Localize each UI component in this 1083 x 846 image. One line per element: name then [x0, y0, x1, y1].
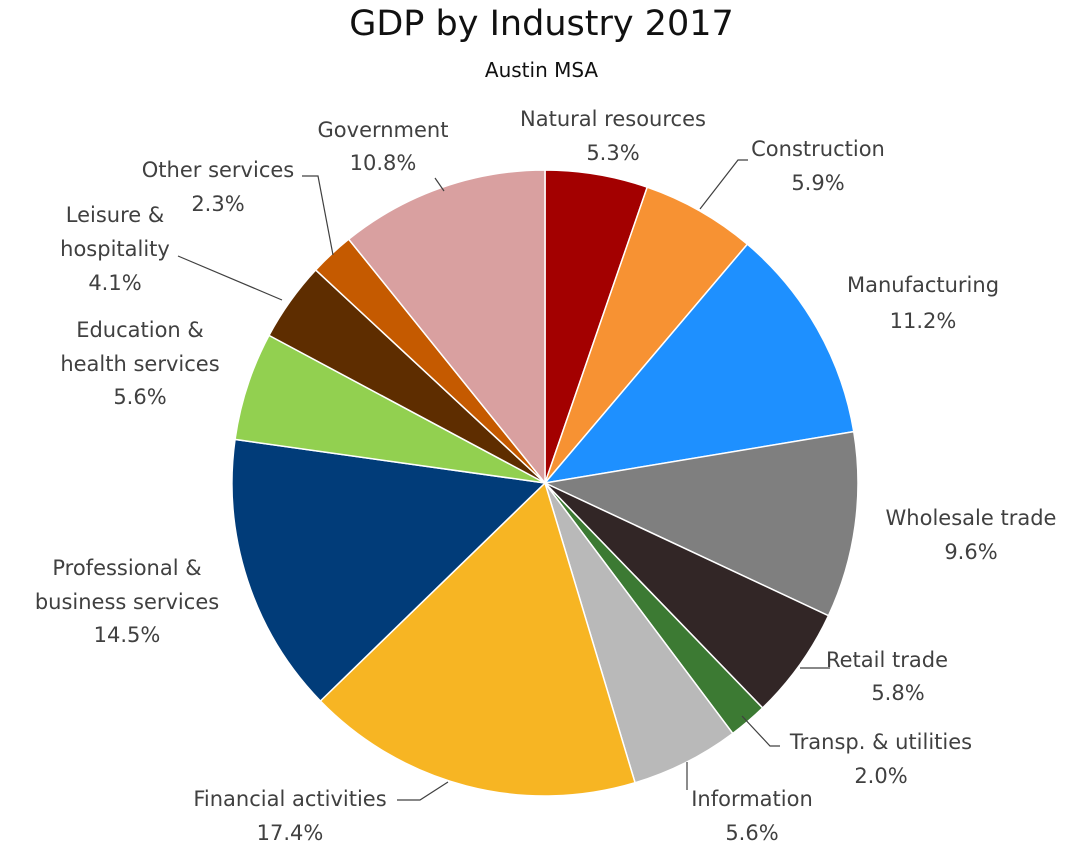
pie-slice-manufacturing — [543, 243, 855, 485]
slice-label-information: Information — [691, 787, 813, 811]
leader-line-transp-utilities — [741, 715, 780, 747]
pie-slice-wholesale-trade — [542, 430, 859, 617]
slice-value-education-health-services: 5.6% — [113, 385, 166, 409]
slice-label-wholesale-trade: Wholesale trade — [886, 506, 1057, 530]
slice-label-natural-resources: Natural resources — [520, 107, 706, 131]
leader-line-construction — [699, 159, 748, 210]
slice-value-manufacturing: 11.2% — [890, 309, 957, 333]
slice-value-natural-resources: 5.3% — [586, 141, 639, 165]
leader-line-leisure-hospitality — [177, 255, 283, 301]
slice-value-transp-utilities: 2.0% — [854, 764, 907, 788]
slice-value-leisure-hospitality: 4.1% — [88, 271, 141, 295]
slice-label-retail-trade: Retail trade — [826, 648, 948, 672]
pie-slice-professional-business-services — [231, 438, 547, 703]
slice-label-construction: Construction — [751, 137, 885, 161]
slice-label-professional-business-services: Professional & business services — [35, 556, 219, 614]
leader-lines — [177, 159, 830, 801]
slice-value-other-services: 2.3% — [191, 192, 244, 216]
chart-title: GDP by Industry 2017 — [349, 4, 734, 44]
chart-subtitle: Austin MSA — [484, 58, 599, 82]
pie-slice-government — [347, 169, 546, 486]
slice-value-government: 10.8% — [350, 151, 417, 175]
pie-slices — [231, 169, 859, 797]
slice-label-education-health-services: Education & health services — [60, 318, 219, 376]
slice-value-retail-trade: 5.8% — [871, 681, 924, 705]
slice-label-transp-utilities: Transp. & utilities — [789, 730, 972, 754]
pie-slice-financial-activities — [319, 481, 637, 797]
slice-labels: Natural resources 5.3% Construction 5.9% Man… — [35, 107, 1057, 845]
slice-label-other-services: Other services — [142, 158, 294, 182]
leader-line-government — [434, 177, 445, 192]
slice-label-government: Government — [318, 118, 449, 142]
leader-line-financial-activities — [397, 781, 449, 801]
leader-line-other-services — [302, 175, 334, 256]
slice-label-financial-activities: Financial activities — [193, 787, 386, 811]
slice-value-wholesale-trade: 9.6% — [944, 540, 997, 564]
slice-label-leisure-hospitality: Leisure & hospitality — [60, 203, 170, 261]
slice-label-manufacturing: Manufacturing — [847, 273, 999, 297]
slice-value-professional-business-services: 14.5% — [94, 623, 161, 647]
slice-value-financial-activities: 17.4% — [257, 821, 324, 845]
slice-value-construction: 5.9% — [791, 171, 844, 195]
slice-value-information: 5.6% — [725, 821, 778, 845]
